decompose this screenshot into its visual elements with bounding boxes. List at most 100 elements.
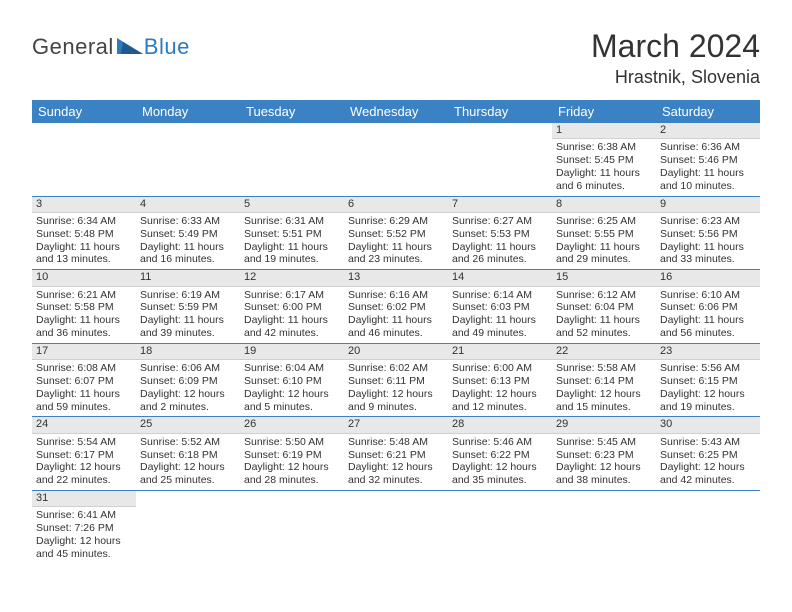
daylight1-text: Daylight: 12 hours — [452, 388, 548, 401]
cell-body: Sunrise: 6:25 AMSunset: 5:55 PMDaylight:… — [552, 213, 656, 269]
cell-body — [656, 493, 760, 498]
sunrise-text: Sunrise: 5:54 AM — [36, 436, 132, 449]
calendar-cell — [136, 491, 240, 564]
sunset-text: Sunset: 6:10 PM — [244, 375, 340, 388]
calendar-cell: 22 Sunrise: 5:58 AMSunset: 6:14 PMDayligh… — [552, 344, 656, 417]
sunset-text: Sunset: 5:59 PM — [140, 301, 236, 314]
cell-body: Sunrise: 6:19 AMSunset: 5:59 PMDaylight:… — [136, 287, 240, 343]
daylight1-text: Daylight: 12 hours — [660, 388, 756, 401]
day-header-tuesday: Tuesday — [240, 100, 344, 123]
day-number: 11 — [136, 270, 240, 286]
day-number: 10 — [32, 270, 136, 286]
daylight2-text: and 59 minutes. — [36, 401, 132, 414]
daylight2-text: and 29 minutes. — [556, 253, 652, 266]
day-number: 20 — [344, 344, 448, 360]
daylight2-text: and 35 minutes. — [452, 474, 548, 487]
daylight2-text: and 5 minutes. — [244, 401, 340, 414]
day-number: 6 — [344, 197, 448, 213]
logo: General Blue — [32, 34, 190, 60]
day-number: 7 — [448, 197, 552, 213]
daylight1-text: Daylight: 12 hours — [556, 388, 652, 401]
cell-body: Sunrise: 6:31 AMSunset: 5:51 PMDaylight:… — [240, 213, 344, 269]
sunrise-text: Sunrise: 5:56 AM — [660, 362, 756, 375]
sunset-text: Sunset: 5:46 PM — [660, 154, 756, 167]
daylight2-text: and 25 minutes. — [140, 474, 236, 487]
sunrise-text: Sunrise: 5:58 AM — [556, 362, 652, 375]
cell-body: Sunrise: 6:02 AMSunset: 6:11 PMDaylight:… — [344, 360, 448, 416]
daylight2-text: and 9 minutes. — [348, 401, 444, 414]
header: General Blue March 2024 Hrastnik, Sloven… — [32, 28, 760, 88]
logo-text-blue: Blue — [144, 34, 190, 60]
daylight1-text: Daylight: 12 hours — [244, 388, 340, 401]
sunset-text: Sunset: 6:25 PM — [660, 449, 756, 462]
day-number: 21 — [448, 344, 552, 360]
daylight2-text: and 19 minutes. — [660, 401, 756, 414]
daylight2-text: and 42 minutes. — [660, 474, 756, 487]
daylight2-text: and 45 minutes. — [36, 548, 132, 561]
daylight2-text: and 16 minutes. — [140, 253, 236, 266]
cell-body — [448, 493, 552, 498]
day-header-sunday: Sunday — [32, 100, 136, 123]
day-number: 17 — [32, 344, 136, 360]
daylight1-text: Daylight: 11 hours — [244, 241, 340, 254]
sunrise-text: Sunrise: 6:31 AM — [244, 215, 340, 228]
cell-body: Sunrise: 6:38 AMSunset: 5:45 PMDaylight:… — [552, 139, 656, 195]
daylight1-text: Daylight: 12 hours — [452, 461, 548, 474]
calendar-cell: 17Sunrise: 6:08 AMSunset: 6:07 PMDayligh… — [32, 344, 136, 417]
sunset-text: Sunset: 5:56 PM — [660, 228, 756, 241]
daylight1-text: Daylight: 12 hours — [140, 461, 236, 474]
sunset-text: Sunset: 6:23 PM — [556, 449, 652, 462]
daylight2-text: and 42 minutes. — [244, 327, 340, 340]
cell-body: Sunrise: 6:34 AMSunset: 5:48 PMDaylight:… — [32, 213, 136, 269]
location-label: Hrastnik, Slovenia — [591, 67, 760, 88]
sunset-text: Sunset: 6:14 PM — [556, 375, 652, 388]
sunset-text: Sunset: 5:45 PM — [556, 154, 652, 167]
sunset-text: Sunset: 6:18 PM — [140, 449, 236, 462]
daylight1-text: Daylight: 11 hours — [452, 241, 548, 254]
cell-body: Sunrise: 6:16 AMSunset: 6:02 PMDaylight:… — [344, 287, 448, 343]
sunrise-text: Sunrise: 6:41 AM — [36, 509, 132, 522]
cell-body: Sunrise: 5:48 AMSunset: 6:21 PMDaylight:… — [344, 434, 448, 490]
cell-body: Sunrise: 5:54 AMSunset: 6:17 PMDaylight:… — [32, 434, 136, 490]
daylight2-text: and 32 minutes. — [348, 474, 444, 487]
calendar-cell: 26Sunrise: 5:50 AMSunset: 6:19 PMDayligh… — [240, 417, 344, 490]
daylight1-text: Daylight: 11 hours — [660, 314, 756, 327]
daylight1-text: Daylight: 11 hours — [140, 241, 236, 254]
sunset-text: Sunset: 6:06 PM — [660, 301, 756, 314]
daylight1-text: Daylight: 11 hours — [140, 314, 236, 327]
cell-body: Sunrise: 6:00 AMSunset: 6:13 PMDaylight:… — [448, 360, 552, 416]
daylight1-text: Daylight: 12 hours — [36, 461, 132, 474]
sunset-text: Sunset: 6:22 PM — [452, 449, 548, 462]
cell-body — [136, 125, 240, 130]
daylight1-text: Daylight: 12 hours — [244, 461, 340, 474]
sunset-text: Sunset: 6:00 PM — [244, 301, 340, 314]
daylight1-text: Daylight: 11 hours — [348, 241, 444, 254]
day-number: 3 — [32, 197, 136, 213]
calendar-cell: 18Sunrise: 6:06 AMSunset: 6:09 PMDayligh… — [136, 344, 240, 417]
calendar-cell — [240, 123, 344, 196]
day-number: 22 — [552, 344, 656, 360]
sunrise-text: Sunrise: 5:50 AM — [244, 436, 340, 449]
logo-triangle-icon — [117, 36, 143, 59]
week-row: 24Sunrise: 5:54 AMSunset: 6:17 PMDayligh… — [32, 417, 760, 491]
daylight2-text: and 10 minutes. — [660, 180, 756, 193]
day-header-row: Sunday Monday Tuesday Wednesday Thursday… — [32, 100, 760, 123]
sunset-text: Sunset: 6:11 PM — [348, 375, 444, 388]
calendar-cell — [656, 491, 760, 564]
day-number: 28 — [448, 417, 552, 433]
calendar-cell: 21Sunrise: 6:00 AMSunset: 6:13 PMDayligh… — [448, 344, 552, 417]
day-number: 19 — [240, 344, 344, 360]
daylight1-text: Daylight: 11 hours — [244, 314, 340, 327]
day-number: 5 — [240, 197, 344, 213]
daylight2-text: and 56 minutes. — [660, 327, 756, 340]
day-number: 23 — [656, 344, 760, 360]
sunset-text: Sunset: 5:55 PM — [556, 228, 652, 241]
sunset-text: Sunset: 6:19 PM — [244, 449, 340, 462]
daylight1-text: Daylight: 11 hours — [348, 314, 444, 327]
sunrise-text: Sunrise: 6:04 AM — [244, 362, 340, 375]
calendar-cell: 1Sunrise: 6:38 AMSunset: 5:45 PMDaylight… — [552, 123, 656, 196]
calendar-cell — [240, 491, 344, 564]
day-number: 27 — [344, 417, 448, 433]
calendar-cell: 19 Sunrise: 6:04 AMSunset: 6:10 PMDayligh… — [240, 344, 344, 417]
sunrise-text: Sunrise: 6:17 AM — [244, 289, 340, 302]
